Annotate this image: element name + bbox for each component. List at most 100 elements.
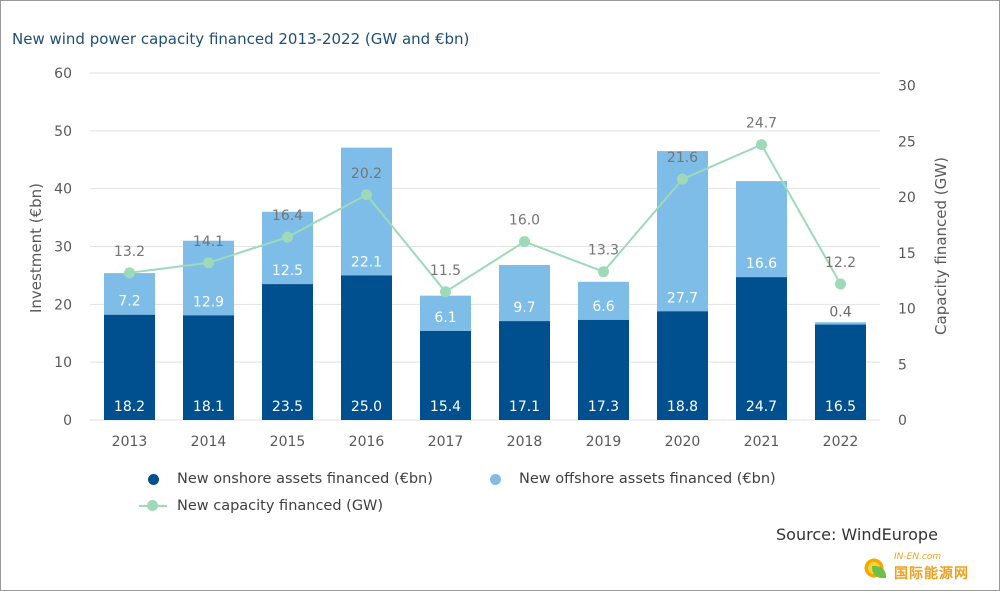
data-label-capacity: 21.6 [667,150,698,166]
y-right-tick-label: 25 [898,134,916,150]
watermark-small-text: IN-EN.com [894,552,942,562]
bar-onshore [104,314,155,420]
y-left-tick-label: 30 [54,240,72,256]
bar-offshore [262,211,313,285]
bar-onshore [341,275,392,420]
y-right-tick-label: 30 [898,79,916,95]
data-label-offshore: 6.6 [592,299,614,315]
data-label-onshore: 23.5 [272,399,303,415]
data-label-offshore: 12.9 [193,294,224,310]
bar-offshore [341,147,392,276]
y-left-tick-label: 20 [54,297,72,313]
y-right-tick-label: 20 [898,190,916,206]
capacity-point [835,278,846,290]
data-label-offshore: 0.4 [829,304,851,320]
y-left-axis-title: Investment (€bn) [27,183,45,313]
y-left-tick-label: 10 [54,355,72,371]
bar-offshore [499,265,550,322]
capacity-line-path [129,143,842,294]
data-label-offshore: 9.7 [513,300,535,316]
legend-offshore-swatch [490,473,501,485]
data-label-capacity: 20.2 [351,166,382,182]
data-label-onshore: 24.7 [746,399,777,415]
x-tick-label: 2019 [586,434,622,450]
legend-offshore-label: New offshore assets financed (€bn) [519,471,776,487]
legend-item-offshore: New offshore assets financed (€bn) [490,471,776,487]
x-tick-label: 2020 [665,434,701,450]
x-tick-label: 2018 [507,434,543,450]
data-label-offshore: 12.5 [272,263,303,279]
source-note: Source: WindEurope [776,525,938,544]
x-tick-label: 2016 [349,434,385,450]
capacity-point [361,189,372,201]
bar-onshore [420,330,471,420]
capacity-point [440,286,451,298]
legend-item-onshore: New onshore assets financed (€bn) [148,471,433,487]
capacity-point [203,257,214,269]
data-label-capacity: 13.2 [114,244,145,260]
x-tick-label: 2015 [270,434,306,450]
axes: 0 10 20 30 40 50 60 0 5 10 15 20 25 30 Investment (€bn… [27,66,950,450]
watermark-logo: IN-EN.com 国际能源网 [860,552,990,584]
capacity-line [124,139,846,298]
data-label-onshore: 18.2 [114,399,145,415]
capacity-point [756,139,767,151]
x-tick-label: 2014 [191,434,227,450]
bar-series [104,147,866,420]
y-right-tick-label: 10 [898,302,916,318]
y-right-tick-label: 0 [898,413,907,429]
bar-offshore [578,281,629,320]
data-label-offshore: 22.1 [351,254,382,270]
data-label-capacity: 11.5 [430,263,461,279]
data-label-capacity: 12.2 [825,255,856,271]
data-label-capacity: 16.4 [272,208,303,224]
data-label-onshore: 15.4 [430,399,461,415]
data-label-offshore: 16.6 [746,256,777,272]
bar-offshore [736,181,787,278]
bar-offshore [815,322,866,325]
data-label-capacity: 24.7 [746,116,777,132]
legend-capacity-label: New capacity financed (GW) [177,498,384,514]
capacity-point [677,173,688,185]
legend-onshore-swatch [148,473,159,485]
y-left-tick-label: 0 [63,413,72,429]
bar-onshore [578,319,629,420]
bar-onshore [736,277,787,420]
data-label-offshore: 27.7 [667,290,698,306]
watermark-main-text: 国际能源网 [894,566,969,582]
data-label-offshore: 6.1 [434,310,456,326]
legend-capacity-swatch [139,500,167,512]
bar-onshore [815,324,866,420]
x-tick-label: 2017 [428,434,464,450]
x-tick-label: 2022 [823,434,859,450]
data-label-onshore: 17.1 [509,399,540,415]
capacity-point [519,236,530,248]
data-label-capacity: 16.0 [509,213,540,229]
leaf-icon [872,566,886,578]
data-label-onshore: 25.0 [351,399,382,415]
data-label-onshore: 16.5 [825,399,856,415]
capacity-point [124,267,135,279]
chart-title: New wind power capacity financed 2013-20… [12,30,470,48]
y-right-tick-label: 15 [898,246,916,262]
data-label-offshore: 7.2 [118,294,140,310]
bar-offshore [420,295,471,331]
bar-onshore [262,284,313,420]
y-left-tick-label: 60 [54,66,72,82]
data-label-capacity: 13.3 [588,243,619,259]
data-label-onshore: 18.8 [667,399,698,415]
capacity-point [598,266,609,278]
data-label-onshore: 18.1 [193,399,224,415]
data-label-capacity: 14.1 [193,234,224,250]
bar-offshore [183,240,234,316]
y-right-axis-title: Capacity financed (GW) [932,157,950,335]
legend-item-capacity: New capacity financed (GW) [139,498,383,514]
legend-onshore-label: New onshore assets financed (€bn) [177,471,433,487]
y-left-tick-label: 40 [54,182,72,198]
data-label-onshore: 17.3 [588,399,619,415]
x-tick-label: 2021 [744,434,780,450]
y-right-tick-label: 5 [898,357,907,373]
x-tick-label: 2013 [112,434,148,450]
bar-onshore [657,311,708,420]
data-labels: 18.2 7.2 18.1 12.9 23.5 12.5 25.0 22.1 15.4 6.1 17… [114,116,856,415]
